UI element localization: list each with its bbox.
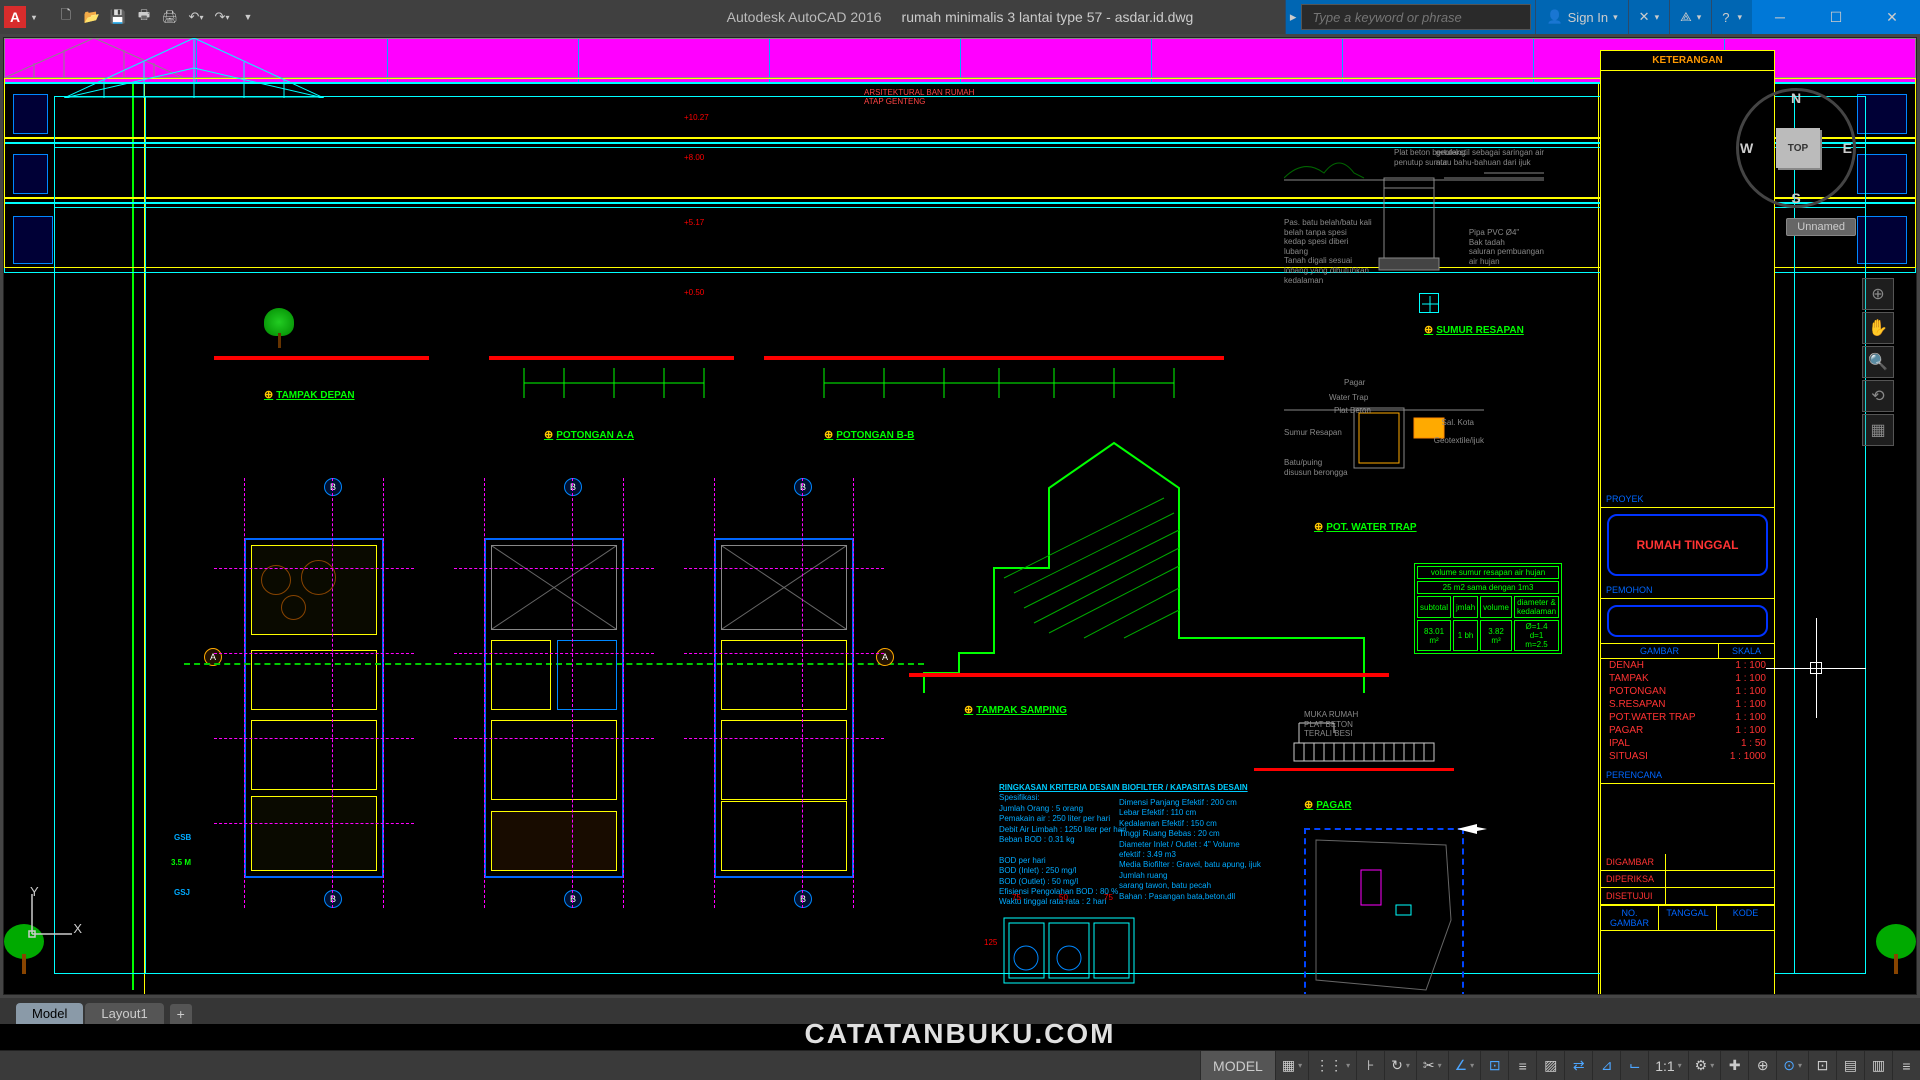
tb-scale-row: PAGAR1 : 100 [1601, 724, 1774, 737]
status-model-button[interactable]: MODEL [1200, 1051, 1275, 1080]
status-workspace-icon[interactable]: ⊙▾ [1776, 1051, 1808, 1080]
tab-add-button[interactable]: + [170, 1004, 192, 1024]
app-title: Autodesk AutoCAD 2016 [727, 9, 882, 25]
file-title: rumah minimalis 3 lantai type 57 - asdar… [902, 9, 1194, 25]
status-units-icon[interactable]: ▤ [1836, 1051, 1864, 1080]
status-lineweight-icon[interactable]: ≡ [1508, 1051, 1536, 1080]
status-bar: MODEL ▦▾ ⋮⋮▾ ⊦ ↻▾ ✂▾ ∠▾ ⊡ ≡ ▨ ⇄ ⊿ ⌙ 1:1▾… [0, 1050, 1920, 1080]
qat-save-icon[interactable]: 💾 [106, 5, 130, 29]
infocenter-search[interactable]: ▸ [1285, 0, 1536, 34]
nav-wheel-icon[interactable]: ⊕ [1862, 278, 1894, 310]
status-qprops-icon[interactable]: ▥ [1864, 1051, 1892, 1080]
dwg-watertrap: Pagar Water Trap Plat Beton Sal. Kota Ge… [1284, 378, 1484, 488]
qat-new-icon[interactable]: 🗋 [54, 5, 78, 29]
qat-print-icon[interactable]: 🖨 [158, 5, 182, 29]
status-gear-icon[interactable]: ⚙▾ [1688, 1051, 1721, 1080]
dwg-denah-3: B A B [684, 478, 884, 908]
nav-pan-icon[interactable]: ✋ [1862, 312, 1894, 344]
tab-layout1[interactable]: Layout1 [85, 1003, 163, 1024]
workspace: [-][Top][2D Wireframe] – ❐ × ⊕T [0, 34, 1920, 1024]
status-annoscale-button[interactable]: 1:1▾ [1648, 1051, 1687, 1080]
drawing-canvas[interactable]: [-][Top][2D Wireframe] – ❐ × ⊕T [3, 37, 1917, 995]
tb-scale-row: POT.WATER TRAP1 : 100 [1601, 711, 1774, 724]
label-sumur: ⊕SUMUR RESAPAN [1424, 323, 1524, 336]
tb-scale-row: SITUASI1 : 1000 [1601, 750, 1774, 763]
dwg-ipal [999, 908, 1139, 993]
exchange-button[interactable]: ✕▾ [1628, 0, 1669, 34]
tb-scale-row: S.RESAPAN1 : 100 [1601, 698, 1774, 711]
tb-scale-row: DENAH1 : 100 [1601, 659, 1774, 672]
status-autoscale-icon[interactable]: ⊕ [1748, 1051, 1776, 1080]
volume-table: volume sumur resapan air hujan 25 m2 sam… [1414, 563, 1562, 654]
status-ortho-icon[interactable]: ✂▾ [1416, 1051, 1448, 1080]
nav-zoom-icon[interactable]: 🔍 [1862, 346, 1894, 378]
close-button[interactable]: ✕ [1864, 0, 1920, 34]
tb-scale-row: POTONGAN1 : 100 [1601, 685, 1774, 698]
status-osnap-icon[interactable]: ⊡ [1480, 1051, 1508, 1080]
maximize-button[interactable]: ☐ [1808, 0, 1864, 34]
dwg-sumur-resapan: Pas. batu belah/batu kalibelah tanpa spe… [1284, 118, 1544, 278]
help-button[interactable]: ?▾ [1711, 0, 1752, 34]
groundline-3 [764, 356, 1224, 360]
status-dynucs-icon[interactable]: ⌙ [1620, 1051, 1648, 1080]
qat-more-icon[interactable]: ▼ [236, 5, 260, 29]
status-polar-icon[interactable]: ∠▾ [1448, 1051, 1481, 1080]
navigation-bar: ⊕ ✋ 🔍 ⟲ ▦ [1862, 278, 1896, 446]
user-icon: 👤 [1546, 9, 1562, 25]
label-denah-2: ⊕DENAH LANTAI 2 [494, 993, 589, 995]
status-annomonitor-icon[interactable]: ⊡ [1808, 1051, 1836, 1080]
app-menu-button[interactable]: A [4, 6, 26, 28]
minimize-button[interactable]: ─ [1752, 0, 1808, 34]
dwg-denah-2: B B [454, 478, 654, 908]
dwg-denah-1: B A B [214, 478, 414, 908]
titlebar: A 🗋 📂 💾 🖶 🖨 ↶▾ ↷▾ ▼ Autodesk AutoCAD 201… [0, 0, 1920, 34]
qat-saveas-icon[interactable]: 🖶 [132, 5, 156, 29]
status-3dosnap-icon[interactable]: ⊿ [1592, 1051, 1620, 1080]
qat-undo-icon[interactable]: ↶▾ [184, 5, 208, 29]
tb-project-name: RUMAH TINGGAL [1637, 538, 1739, 552]
search-input[interactable] [1301, 4, 1531, 30]
status-cycling-icon[interactable]: ⇄ [1564, 1051, 1592, 1080]
a360-button[interactable]: ⟁▾ [1669, 0, 1711, 34]
qat-redo-icon[interactable]: ↷▾ [210, 5, 234, 29]
qat-open-icon[interactable]: 📂 [80, 5, 104, 29]
viewcube-wcs-button[interactable]: Unnamed [1786, 218, 1856, 236]
status-grid-icon[interactable]: ▦▾ [1275, 1051, 1308, 1080]
status-snap-icon[interactable]: ⋮⋮▾ [1308, 1051, 1356, 1080]
signin-label: Sign In [1568, 10, 1608, 25]
dwg-situasi [1304, 828, 1464, 995]
tb-header: KETERANGAN [1601, 51, 1774, 71]
viewcube[interactable]: TOP N S E W [1736, 88, 1856, 208]
label-watertrap: ⊕POT. WATER TRAP [1314, 520, 1417, 533]
label-pagar: ⊕PAGAR [1304, 798, 1352, 811]
status-dynamic-icon[interactable]: ↻▾ [1384, 1051, 1416, 1080]
status-customize-icon[interactable]: ≡ [1892, 1051, 1920, 1080]
ucs-icon[interactable]: Y X [22, 884, 82, 944]
watermark-text: CATATANBUKU.COM [805, 1018, 1116, 1050]
tb-scale-row: TAMPAK1 : 100 [1601, 672, 1774, 685]
status-infer-icon[interactable]: ⊦ [1356, 1051, 1384, 1080]
signin-button[interactable]: 👤 Sign In ▾ [1535, 0, 1627, 34]
label-potongan-b: ⊕POTONGAN B-B [824, 428, 914, 441]
tab-model[interactable]: Model [16, 1003, 83, 1024]
label-denah-3: ⊕DENAH LANTAI 3 [724, 993, 819, 995]
status-annovis-icon[interactable]: ✚ [1720, 1051, 1748, 1080]
nav-orbit-icon[interactable]: ⟲ [1862, 380, 1894, 412]
nav-showmotion-icon[interactable]: ▦ [1862, 414, 1894, 446]
tb-scale-row: IPAL1 : 50 [1601, 737, 1774, 750]
status-transparency-icon[interactable]: ▨ [1536, 1051, 1564, 1080]
groundline-4 [909, 673, 1389, 677]
label-tampak-samping: ⊕TAMPAK SAMPING [964, 703, 1067, 716]
